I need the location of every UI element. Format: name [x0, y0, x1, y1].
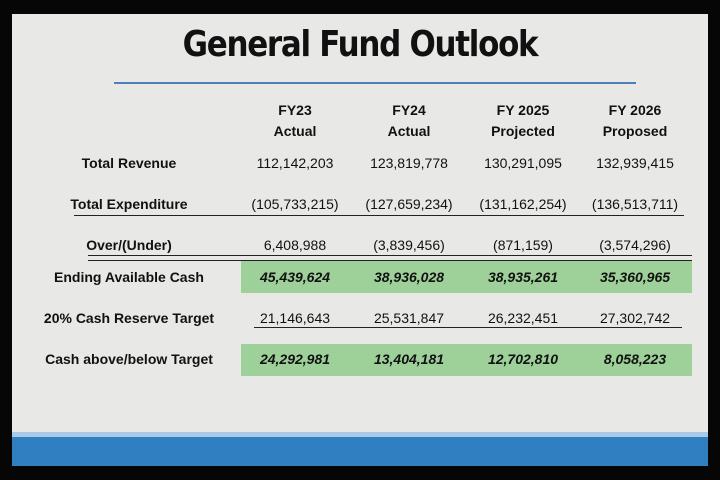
table-cell: 26,232,451	[487, 310, 559, 326]
slide: General Fund Outlook FY23 Actual FY24 Ac…	[12, 14, 708, 466]
table-cell: 8,058,223	[603, 351, 667, 367]
table-cell: (136,513,711)	[591, 196, 679, 212]
column-header-year: FY24	[392, 102, 426, 118]
expenditure-underline	[74, 215, 684, 216]
table-cell: (127,659,234)	[365, 196, 453, 212]
cash-above-target-highlight	[241, 344, 692, 376]
column-header-fy2025: FY 2025 Projected	[467, 100, 579, 142]
row-label-total-expenditure: Total Expenditure	[70, 196, 188, 212]
table-cell: (131,162,254)	[479, 196, 567, 212]
table-cell: 6,408,988	[263, 237, 327, 253]
column-header-status: Proposed	[602, 123, 668, 139]
table-cell: (3,839,456)	[373, 237, 445, 253]
table-cell: 45,439,624	[259, 269, 331, 285]
table-cell: 35,360,965	[599, 269, 671, 285]
table-cell: 21,146,643	[259, 310, 331, 326]
table-cell: (3,574,296)	[599, 237, 671, 253]
row-label-over-under: Over/(Under)	[86, 237, 172, 253]
column-header-fy24: FY24 Actual	[353, 100, 465, 142]
table-cell: 13,404,181	[373, 351, 445, 367]
column-header-year: FY23	[278, 102, 312, 118]
table-cell: (871,159)	[493, 237, 553, 253]
table-cell: 38,936,028	[373, 269, 445, 285]
ending-cash-highlight	[241, 261, 692, 293]
column-header-status: Projected	[491, 123, 555, 139]
row-label-total-revenue: Total Revenue	[81, 155, 177, 171]
table-cell: (105,733,215)	[251, 196, 339, 212]
row-label-ending-available-cash: Ending Available Cash	[54, 269, 204, 285]
table-cell: 38,935,261	[487, 269, 559, 285]
column-header-status: Actual	[387, 123, 431, 139]
column-header-year: FY 2025	[496, 102, 550, 118]
table-cell: 12,702,810	[487, 351, 559, 367]
table-cell: 24,292,981	[259, 351, 331, 367]
title-underline	[114, 82, 636, 84]
row-label-cash-reserve-target: 20% Cash Reserve Target	[43, 310, 215, 326]
over-under-double-underline	[88, 255, 692, 261]
table-cell: 132,939,415	[596, 155, 674, 171]
slide-title: General Fund Outlook	[182, 24, 539, 65]
table-cell: 112,142,203	[256, 155, 334, 171]
footer-band	[12, 432, 708, 466]
table-cell: 27,302,742	[599, 310, 671, 326]
table-cell: 25,531,847	[373, 310, 445, 326]
reserve-target-underline	[254, 327, 682, 328]
column-header-fy2026: FY 2026 Proposed	[579, 100, 691, 142]
column-header-year: FY 2026	[608, 102, 662, 118]
column-header-fy23: FY23 Actual	[239, 100, 351, 142]
column-header-status: Actual	[273, 123, 317, 139]
table-cell: 130,291,095	[484, 155, 562, 171]
row-label-cash-above-below-target: Cash above/below Target	[45, 351, 213, 367]
table-cell: 123,819,778	[370, 155, 448, 171]
